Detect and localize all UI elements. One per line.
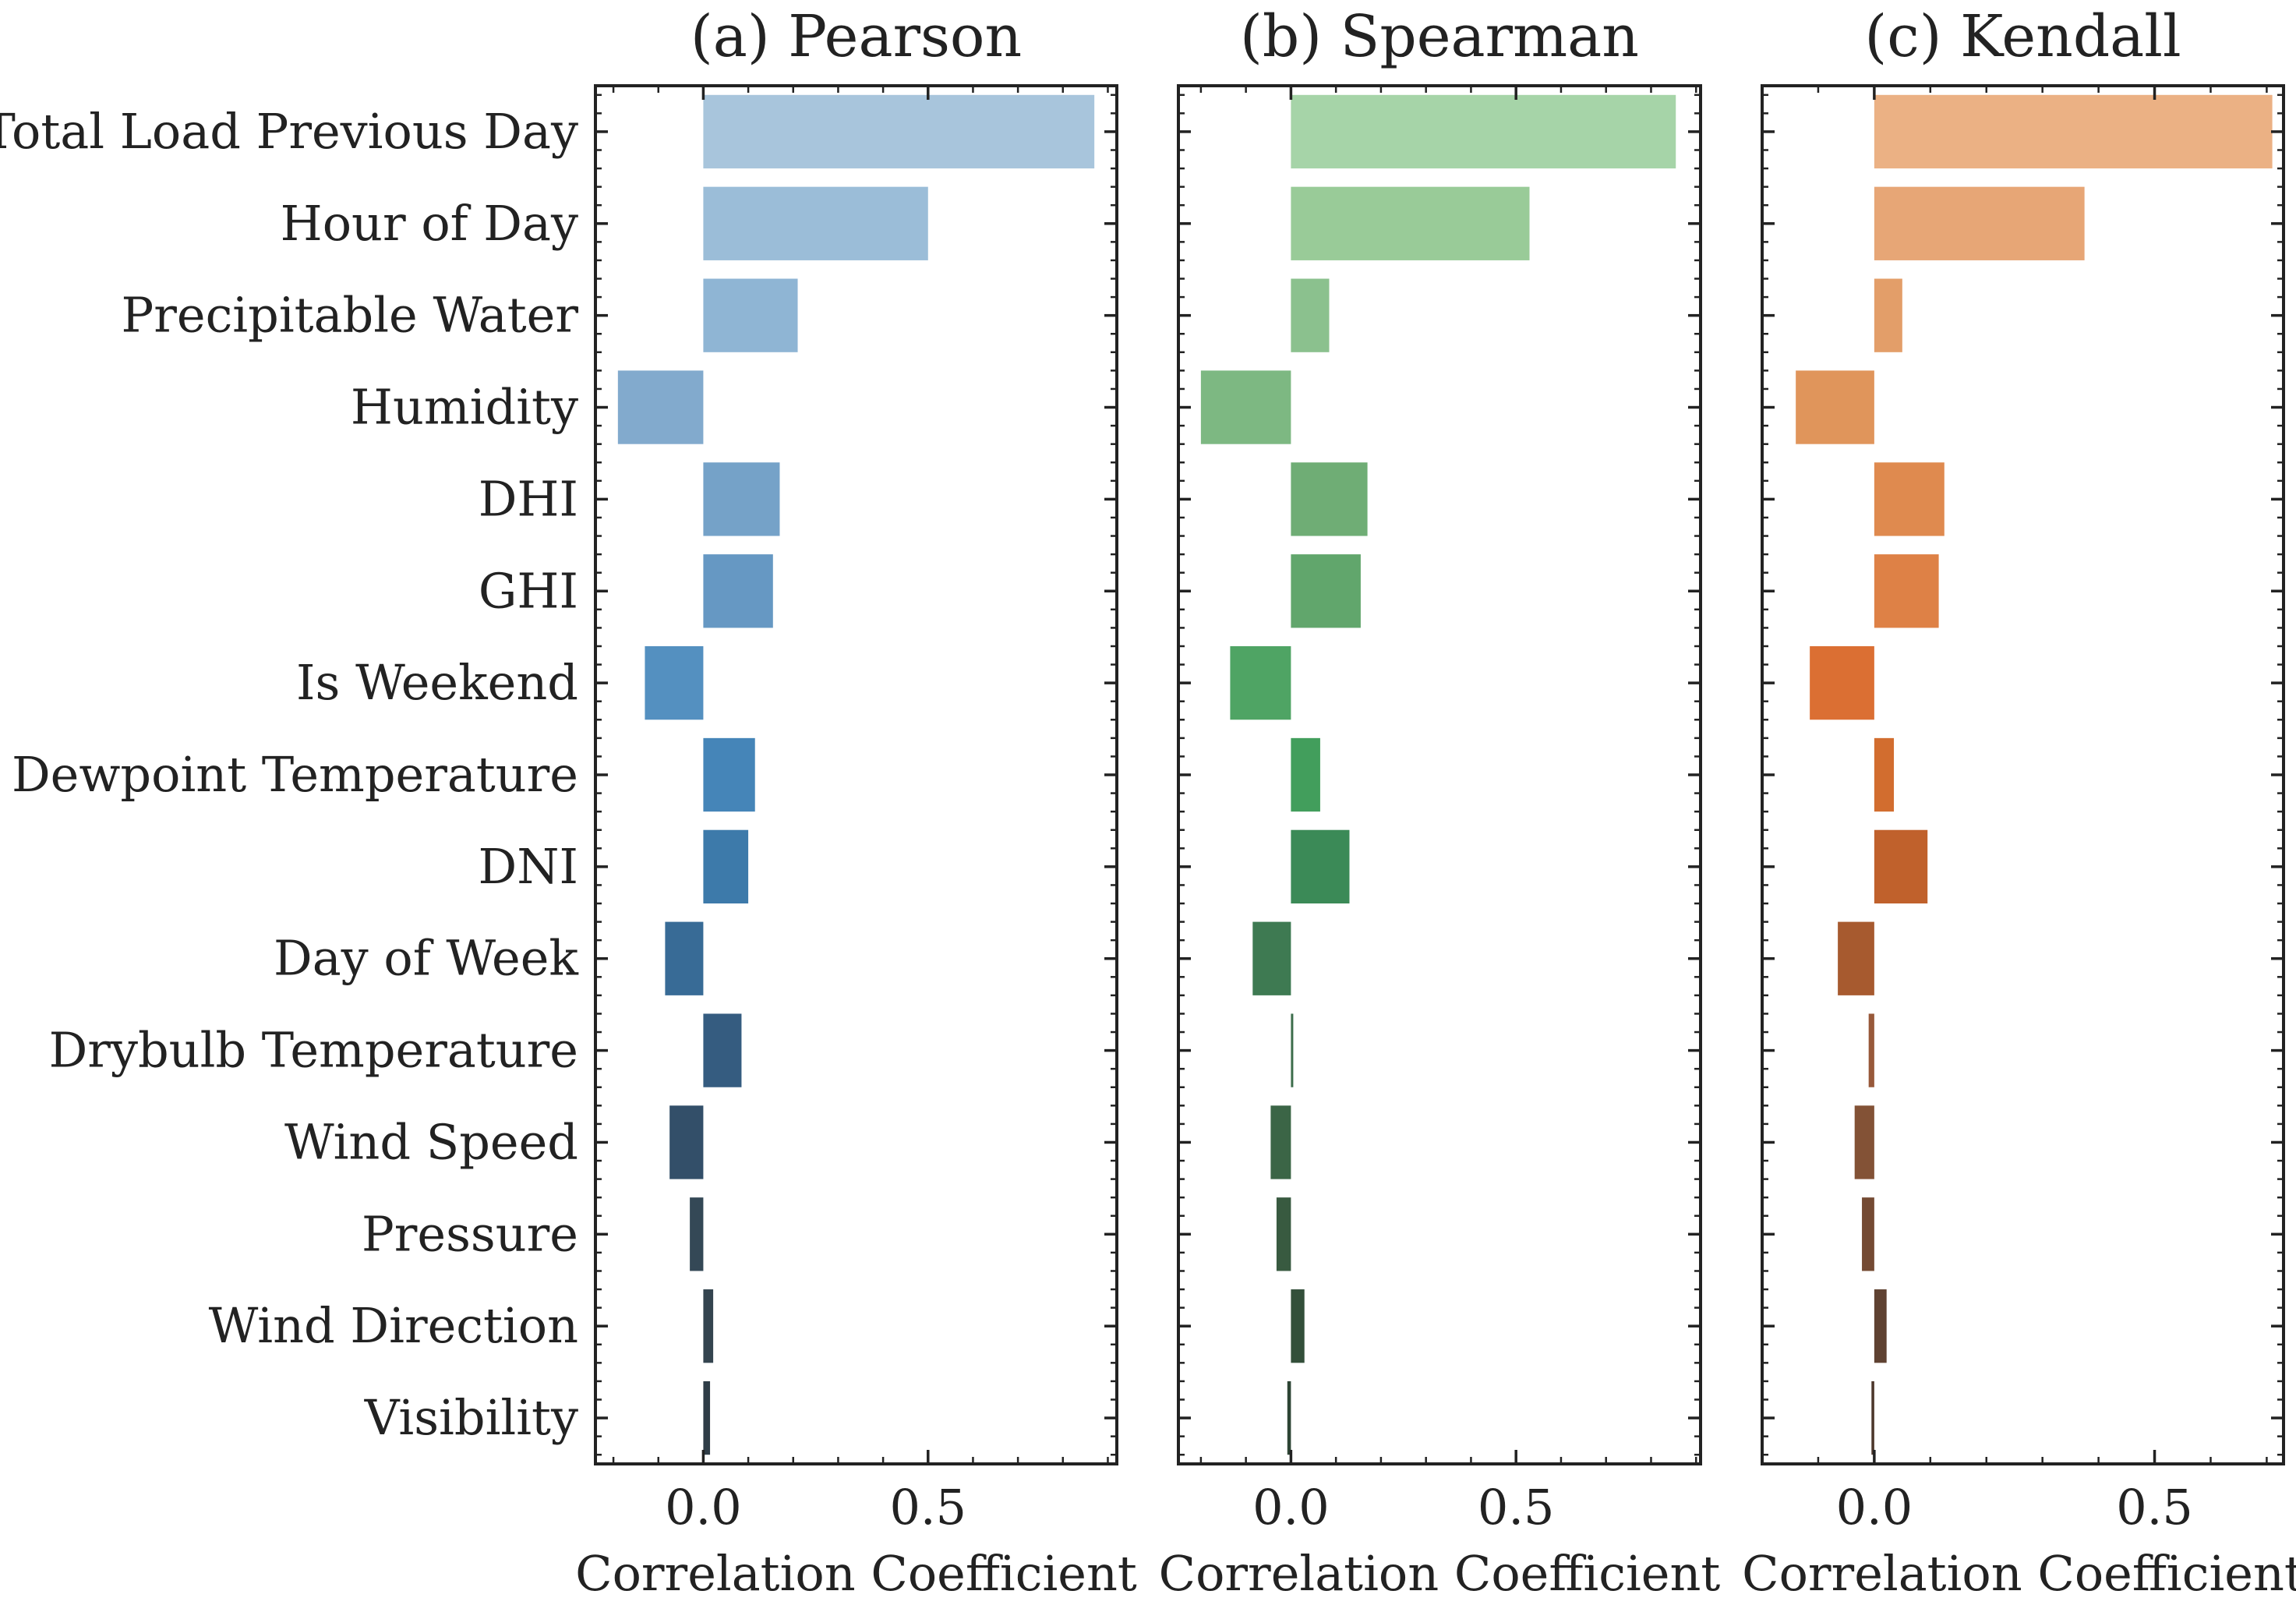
kendall-bar-day-of-week (1838, 921, 1874, 995)
spearman-bar-wind-direction (1291, 1289, 1305, 1363)
category-label: DHI (479, 470, 578, 527)
kendall-xlabel: Correlation Coefficient (1742, 1545, 2296, 1602)
category-label: Dewpoint Temperature (12, 746, 578, 803)
spearman-axes-frame (1177, 84, 1702, 1465)
pearson-bar-dhi (703, 462, 780, 536)
pearson-bar-drybulb-temperature (703, 1013, 742, 1087)
spearman-bar-visibility (1287, 1381, 1291, 1455)
pearson-bar-is-weekend (645, 645, 704, 720)
spearman-bar-day-of-week (1252, 921, 1291, 995)
spearman-xtick-label: 0.5 (1478, 1479, 1555, 1536)
pearson-bar-total-load-previous-day (703, 94, 1095, 169)
pearson-bar-day-of-week (665, 921, 704, 995)
spearman-bar-pressure (1276, 1197, 1291, 1271)
category-label: Wind Speed (284, 1113, 578, 1170)
kendall-bar-total-load-previous-day (1874, 94, 2273, 169)
spearman-bar-dewpoint-temperature (1291, 737, 1320, 812)
pearson-panel-title: (a) Pearson (691, 3, 1022, 70)
spearman-bar-dhi (1291, 462, 1368, 536)
pearson-xlabel: Correlation Coefficient (575, 1545, 1137, 1602)
kendall-bar-pressure (1862, 1197, 1874, 1271)
kendall-bar-hour-of-day (1874, 186, 2085, 260)
spearman-panel: (b) Spearman 0.0 0.5 Correlation Coefficien… (1159, 3, 1721, 1602)
kendall-panel: (c) Kendall 0.0 0.5 Correlation Coefficient (1742, 3, 2296, 1602)
kendall-bar-dhi (1874, 462, 1945, 536)
spearman-bar-humidity (1200, 370, 1291, 444)
pearson-axes-frame (594, 84, 1118, 1465)
pearson-bar-dni (703, 829, 749, 904)
category-label: DNI (479, 838, 578, 895)
kendall-bar-ghi (1874, 554, 1939, 628)
spearman-panel-title: (b) Spearman (1240, 3, 1639, 70)
category-label: Drybulb Temperature (49, 1022, 578, 1079)
kendall-bar-precipitable-water (1874, 278, 1902, 352)
spearman-bar-ghi (1291, 554, 1361, 628)
kendall-bar-visibility (1871, 1381, 1874, 1455)
kendall-bar-dni (1874, 829, 1928, 904)
kendall-xtick-label: 0.5 (2116, 1479, 2193, 1536)
kendall-panel-title: (c) Kendall (1864, 3, 2181, 70)
kendall-xtick-label: 0.0 (1836, 1479, 1913, 1536)
pearson-bar-humidity (617, 370, 704, 444)
kendall-bar-is-weekend (1810, 645, 1874, 720)
spearman-bar-dni (1291, 829, 1350, 904)
category-label: Pressure (362, 1205, 578, 1262)
kendall-bar-dewpoint-temperature (1874, 737, 1895, 812)
kendall-bar-wind-direction (1874, 1289, 1887, 1363)
category-label: Day of Week (274, 930, 578, 987)
category-label: Wind Direction (209, 1297, 578, 1354)
panels-root: (a) Pearson 0.0 0.5 Correlation Coefficient… (575, 3, 2296, 1602)
spearman-bar-wind-speed (1270, 1105, 1291, 1179)
pearson-bar-ghi (703, 554, 773, 628)
category-label: Precipitable Water (122, 287, 579, 344)
pearson-bar-wind-speed (669, 1105, 704, 1179)
pearson-panel: (a) Pearson 0.0 0.5 Correlation Coefficient (575, 3, 1137, 1602)
spearman-bar-hour-of-day (1291, 186, 1530, 260)
pearson-xtick-label: 0.5 (889, 1479, 966, 1536)
pearson-xtick-label: 0.0 (665, 1479, 742, 1536)
spearman-bar-precipitable-water (1291, 278, 1330, 352)
pearson-bar-precipitable-water (703, 278, 798, 352)
pearson-bar-dewpoint-temperature (703, 737, 755, 812)
spearman-xlabel: Correlation Coefficient (1159, 1545, 1721, 1602)
category-label: Is Weekend (296, 654, 578, 711)
category-label: Total Load Previous Day (0, 103, 578, 160)
pearson-bar-hour-of-day (703, 186, 928, 260)
spearman-xtick-label: 0.0 (1252, 1479, 1330, 1536)
spearman-bar-total-load-previous-day (1291, 94, 1676, 169)
kendall-bar-humidity (1796, 370, 1874, 444)
category-labels: Total Load Previous Day Hour of Day Precip… (0, 103, 578, 1446)
category-label: GHI (479, 562, 578, 619)
category-label: Humidity (351, 379, 578, 436)
pearson-bar-visibility (703, 1381, 711, 1455)
kendall-bar-wind-speed (1854, 1105, 1874, 1179)
category-label: Hour of Day (281, 195, 578, 252)
spearman-bar-is-weekend (1230, 645, 1291, 720)
kendall-bar-drybulb-temperature (1868, 1013, 1874, 1087)
kendall-axes-frame (1761, 84, 2285, 1465)
pearson-bar-pressure (690, 1197, 704, 1271)
spearman-bar-drybulb-temperature (1291, 1013, 1294, 1087)
pearson-bar-wind-direction (703, 1289, 714, 1363)
category-label: Visibility (364, 1389, 578, 1446)
